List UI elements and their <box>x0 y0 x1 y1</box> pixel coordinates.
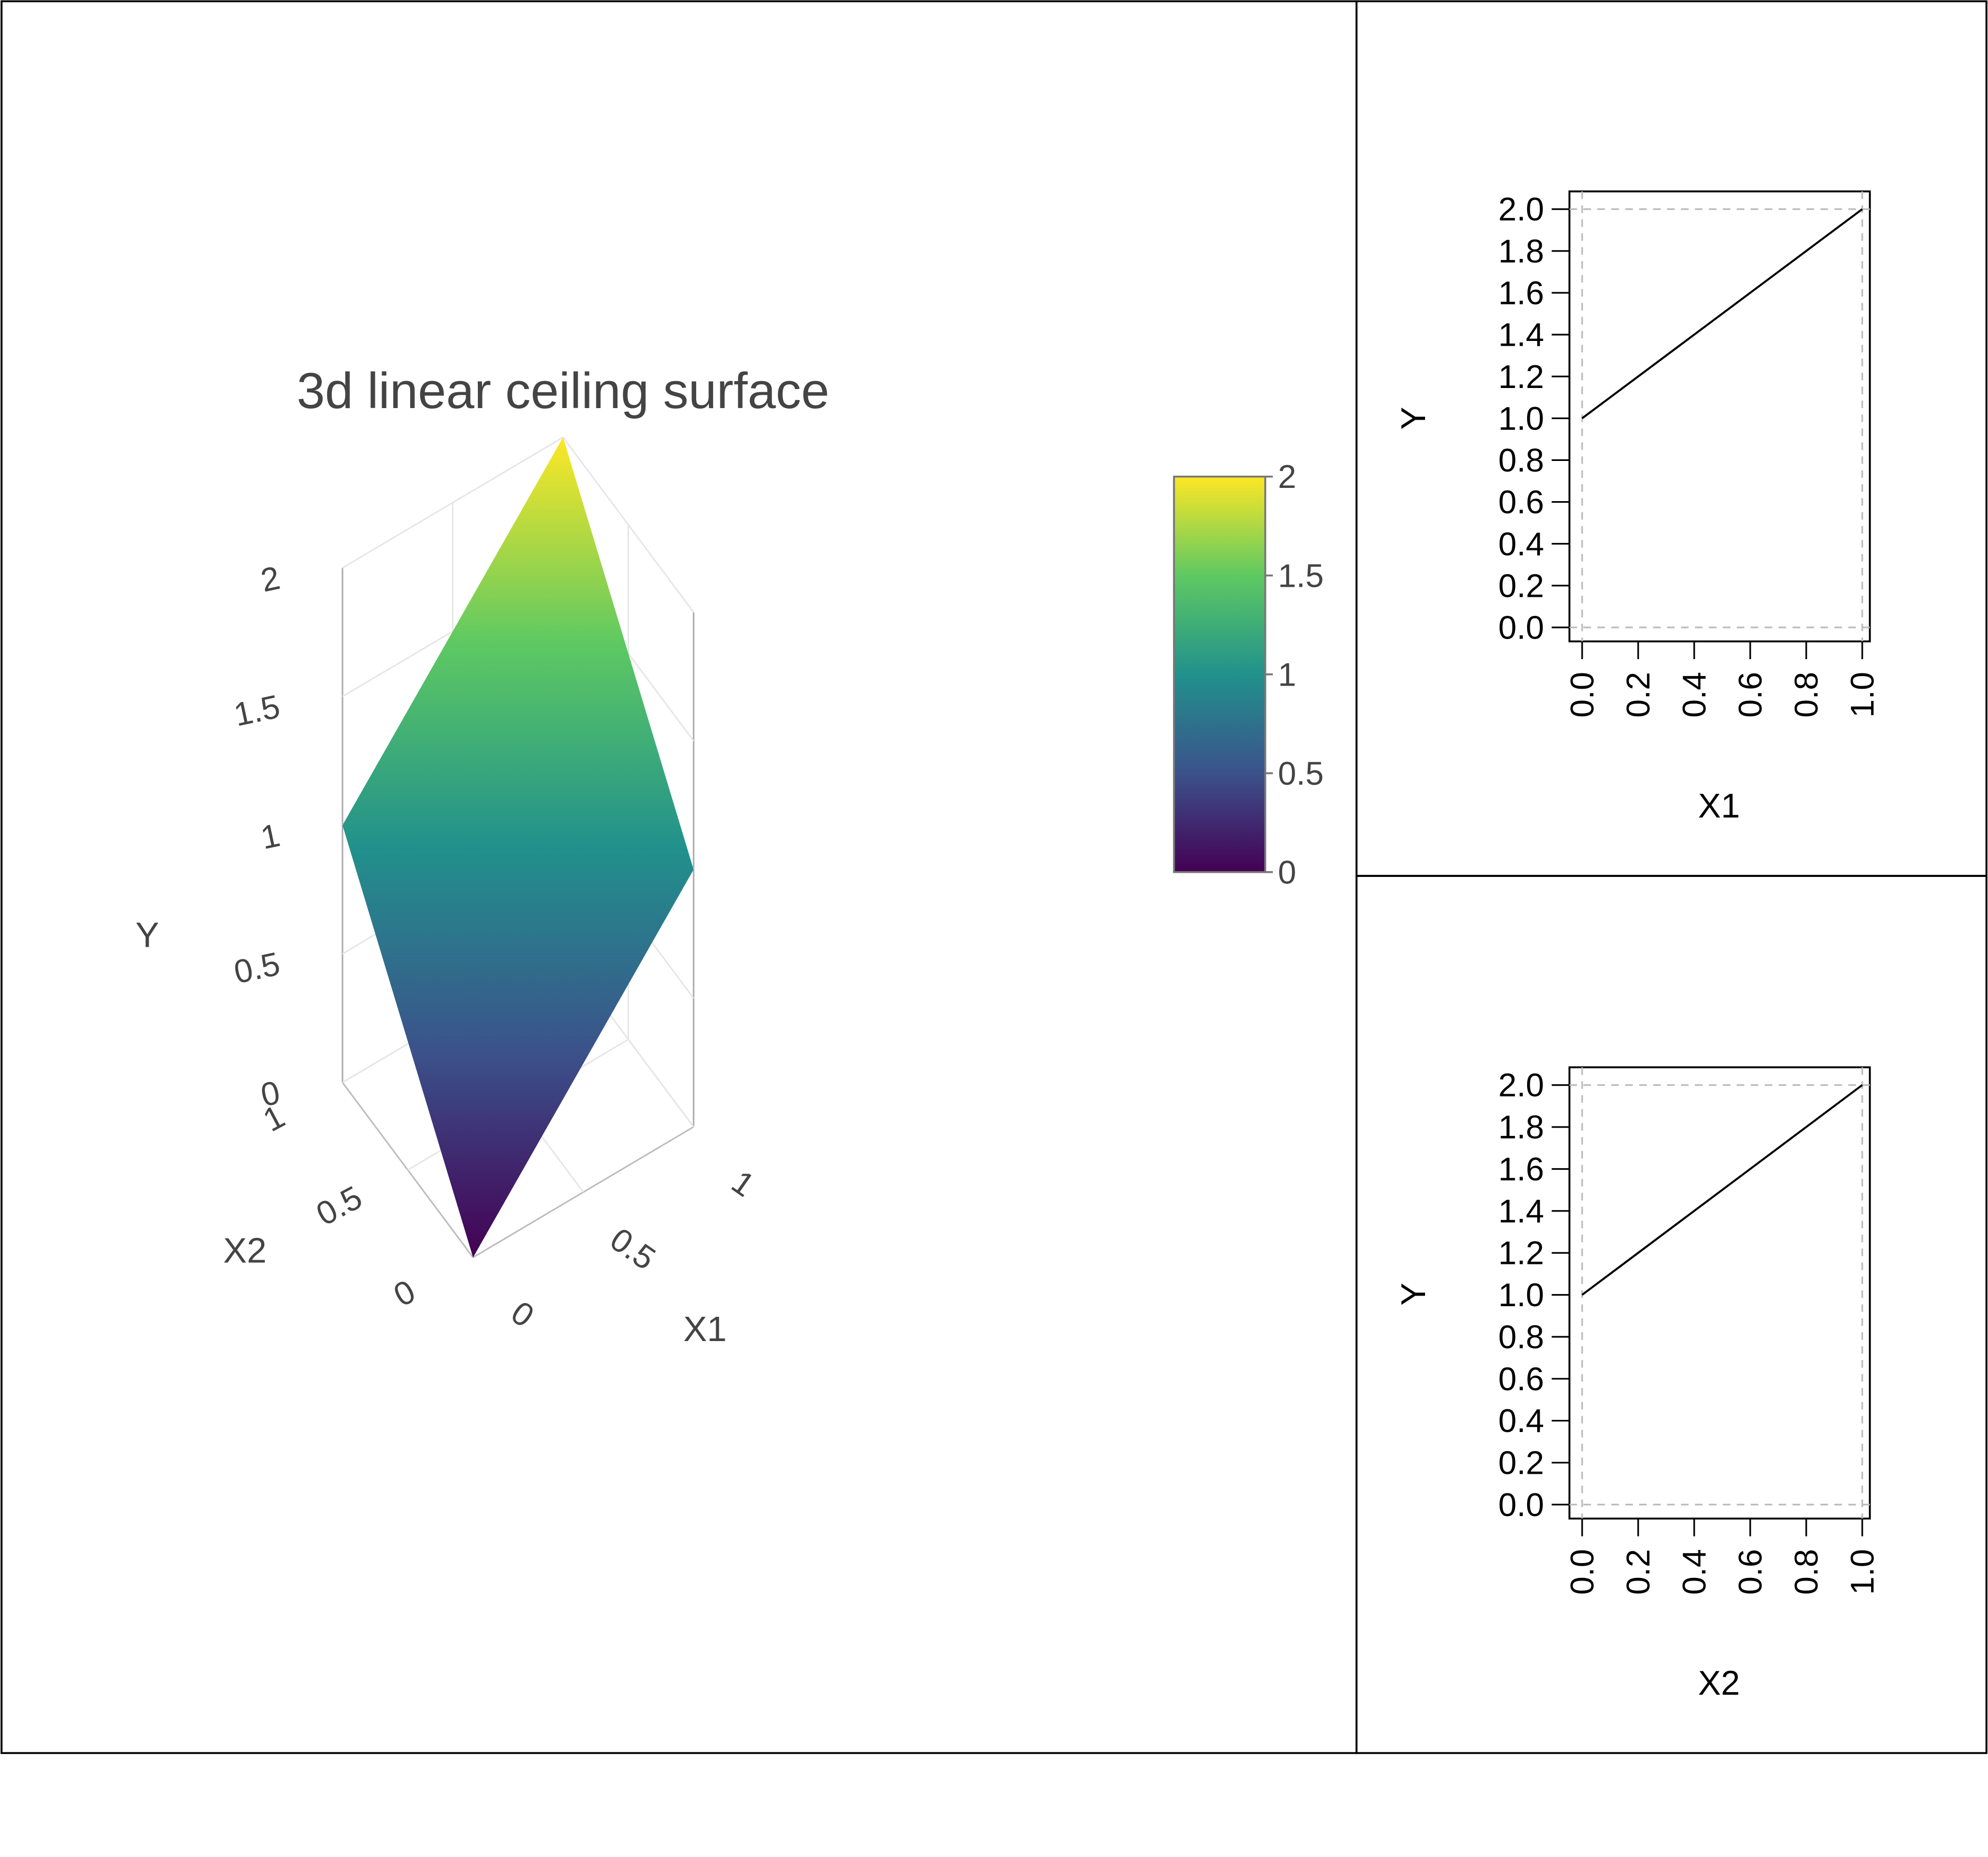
line-chart-x2-y-tick-label: 0.0 <box>1499 1487 1545 1523</box>
line-chart-x2-x-tick-label: 1.0 <box>1845 1549 1881 1595</box>
line-chart-x1-y-tick-label: 0.0 <box>1499 610 1545 646</box>
colorbar-tick-label: 2 <box>1278 459 1297 495</box>
line-chart-x2-y-tick-label: 1.8 <box>1499 1110 1545 1146</box>
surface-plane <box>342 437 694 1258</box>
colorbar-tick-label: 0 <box>1278 854 1297 891</box>
surface-x-tick-label: 0.5 <box>604 1221 662 1277</box>
line-chart-x1-x-tick-label: 0.6 <box>1733 672 1769 718</box>
surface-x-tick-label: 1 <box>725 1163 761 1204</box>
line-chart-x1-y-tick-label: 1.2 <box>1499 359 1545 395</box>
surface-y-tick-label: 0 <box>388 1273 421 1314</box>
line-chart-x1-y-tick-label: 0.8 <box>1499 442 1545 479</box>
line-chart-x1-x-tick-label: 0.2 <box>1621 672 1657 718</box>
line-chart-x1-y-tick-label: 2.0 <box>1499 191 1545 228</box>
colorbar-gradient <box>1173 475 1266 873</box>
line-chart-x1-x-tick-label: 1.0 <box>1845 672 1881 718</box>
top-right-panel-border <box>1355 0 1987 877</box>
line-chart-x1-xlabel: X1 <box>1698 787 1740 825</box>
panel-borders <box>1 0 1987 1754</box>
colorbar-tick-label: 1 <box>1278 657 1297 693</box>
surface-x-axis-label: X1 <box>683 1309 727 1349</box>
line-chart-x1-frame <box>1568 190 1871 643</box>
colorbar-tick-label: 1.5 <box>1278 558 1324 594</box>
line-chart-x2-y-tick-label: 2.0 <box>1499 1067 1545 1104</box>
line-chart-x1-x-tick-label: 0.8 <box>1789 672 1825 718</box>
bottom-right-panel-border <box>1355 875 1987 1754</box>
surface-x-tick-label: 0 <box>504 1294 540 1334</box>
surface-title: 3d linear ceiling surface <box>297 363 829 419</box>
line-chart-x2-y-tick-label: 0.2 <box>1499 1445 1545 1482</box>
line-chart-x2-data-line <box>1581 1084 1863 1296</box>
line-chart-x1-y-tick-label: 1.8 <box>1499 233 1545 270</box>
surface-y-tick-label: 0.5 <box>310 1179 368 1233</box>
surface-chart: 3d linear ceiling surface 0 0.5 1 1.5 2 0 0.5 1… <box>135 363 829 1349</box>
surface-y-tick-label: 1 <box>257 1098 291 1139</box>
line-chart-x1: X1 Y 0.0 0.2 0.4 0.6 0.8 1.0 1.2 1.4 1.6 1.8 2.0 0.… <box>1394 190 1881 825</box>
line-chart-x2-y-tick-label: 0.4 <box>1499 1403 1545 1439</box>
line-chart-x2-y-tick-label: 1.2 <box>1499 1235 1545 1272</box>
line-chart-x1-y-tick-label: 0.4 <box>1499 526 1545 562</box>
line-chart-x2-y-tick-label: 0.8 <box>1499 1319 1545 1355</box>
line-chart-x1-x-tick-label: 0.4 <box>1677 672 1713 718</box>
line-chart-x1-ylabel: Y <box>1394 407 1432 430</box>
line-chart-x1-y-tick-label: 0.2 <box>1499 568 1545 604</box>
line-chart-x1-y-tick-label: 0.6 <box>1499 484 1545 521</box>
line-chart-x2-y-tick-label: 1.6 <box>1499 1151 1545 1188</box>
line-chart-x2-ylabel: Y <box>1394 1283 1432 1306</box>
line-chart-x2-frame <box>1568 1066 1871 1520</box>
surface-z-tick-label: 1 <box>258 817 283 857</box>
surface-z-tick-label: 0.5 <box>231 946 283 991</box>
surface-z-tick-label: 2 <box>258 560 283 599</box>
line-chart-x2-x-tick-label: 0.6 <box>1733 1549 1769 1595</box>
surface-y-axis-label: X2 <box>223 1231 266 1270</box>
line-chart-x1-y-tick-label: 1.4 <box>1499 317 1545 354</box>
line-chart-x2-xlabel: X2 <box>1698 1664 1740 1702</box>
line-chart-x2: X2 Y 0.0 0.2 0.4 0.6 0.8 1.0 1.2 1.4 1.6 1.8 2.0 0.… <box>1394 1066 1881 1702</box>
line-chart-x2-x-tick-label: 0.8 <box>1789 1549 1825 1595</box>
line-chart-x2-x-tick-label: 0.2 <box>1621 1549 1657 1595</box>
line-chart-x2-x-tick-label: 0.4 <box>1677 1549 1713 1595</box>
line-chart-x1-y-tick-label: 1.0 <box>1499 401 1545 437</box>
colorbar-tick-label: 0.5 <box>1278 755 1324 792</box>
line-chart-x1-x-tick-label: 0.0 <box>1565 672 1601 718</box>
surface-wall-gridline <box>342 437 563 569</box>
surface-z-tick-label: 1.5 <box>231 688 283 734</box>
surface-wall-gridline <box>562 437 695 613</box>
line-chart-x1-y-tick-label: 1.6 <box>1499 275 1545 312</box>
line-chart-x2-y-tick-label: 0.6 <box>1499 1361 1545 1398</box>
line-chart-x1-data-line <box>1582 208 1863 419</box>
line-chart-x2-y-tick-label: 1.4 <box>1499 1193 1545 1230</box>
line-chart-x2-y-tick-label: 1.0 <box>1499 1277 1545 1314</box>
colorbar-ticks: 0 0.5 1 1.5 2 <box>1265 459 1324 891</box>
surface-z-axis-label: Y <box>135 915 159 955</box>
line-chart-x2-x-tick-label: 0.0 <box>1565 1549 1601 1595</box>
surface-floor-edge <box>473 1126 694 1259</box>
colorbar: 0 0.5 1 1.5 2 <box>1173 459 1324 891</box>
